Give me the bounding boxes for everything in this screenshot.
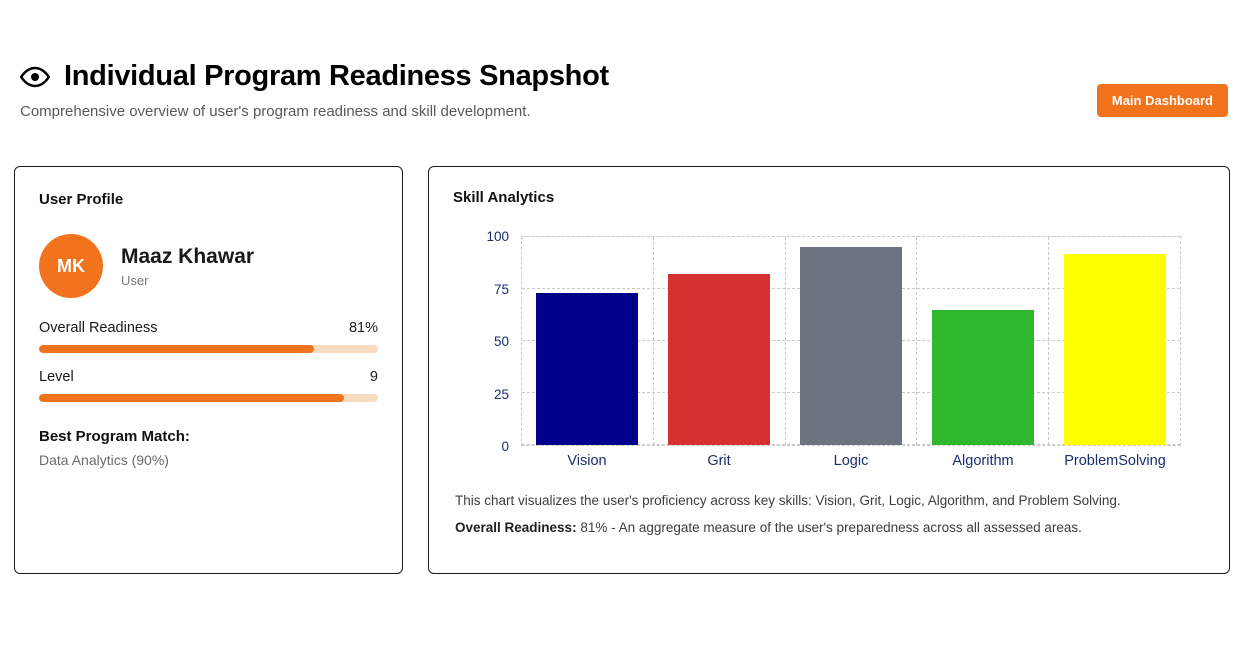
page-header: Individual Program Readiness Snapshot Co…	[20, 60, 609, 120]
profile-card-title: User Profile	[39, 191, 124, 208]
bar-slot	[786, 237, 918, 445]
analytics-card-title: Skill Analytics	[453, 189, 555, 206]
y-axis: 0 25 50 75 100	[477, 229, 521, 454]
bar-logic[interactable]	[799, 247, 902, 445]
y-tick-label: 25	[493, 386, 509, 402]
user-profile-card: User Profile MK Maaz Khawar User Overall…	[14, 166, 403, 574]
bar-slot	[522, 237, 654, 445]
overall-readiness-progress-fill	[39, 345, 314, 353]
x-tick-label: Logic	[833, 453, 869, 469]
skill-bar-chart: 0 25 50 75 100 Vision Grit Logic Algorithm Probl…	[477, 229, 1205, 469]
chart-readiness-note: Overall Readiness: 81% - An aggregate me…	[455, 520, 1205, 535]
level-label: Level	[39, 369, 74, 385]
y-tick-label: 0	[501, 439, 509, 454]
bar-problemsolving[interactable]	[1063, 253, 1166, 445]
user-role: User	[121, 272, 149, 288]
bar-grit[interactable]	[668, 274, 771, 445]
skill-analytics-card: Skill Analytics 0 25 50 75 100 Vision Grit Log…	[428, 166, 1230, 574]
best-program-match-value: Data Analytics (90%)	[39, 452, 169, 468]
bar-vision[interactable]	[536, 293, 639, 445]
y-tick-label: 75	[493, 281, 509, 297]
chart-readiness-rest: 81% - An aggregate measure of the user's…	[580, 520, 1082, 535]
best-program-match-label: Best Program Match:	[39, 428, 190, 445]
main-dashboard-button[interactable]: Main Dashboard	[1096, 84, 1228, 117]
x-tick-label: ProblemSolving	[1064, 453, 1166, 469]
gridline	[522, 236, 1180, 237]
level-progressbar	[39, 394, 378, 402]
level-value: 9	[369, 369, 378, 385]
x-tick-label: Algorithm	[952, 453, 1014, 469]
bar-plot	[521, 236, 1181, 446]
y-tick-label: 100	[486, 229, 509, 244]
overall-readiness-value: 81%	[348, 320, 378, 336]
chart-readiness-bold: Overall Readiness:	[455, 520, 577, 535]
chart-description: This chart visualizes the user's profici…	[455, 493, 1121, 508]
bar-slot	[1049, 237, 1180, 445]
overall-readiness-label: Overall Readiness	[39, 320, 158, 336]
y-tick-label: 50	[493, 334, 509, 349]
user-name: Maaz Khawar	[121, 244, 255, 268]
level-progress-fill	[39, 394, 345, 402]
page-subtitle: Comprehensive overview of user's program…	[20, 103, 531, 120]
bar-slot	[917, 237, 1050, 445]
x-tick-label: Grit	[707, 453, 731, 469]
page-title: Individual Program Readiness Snapshot	[64, 60, 609, 92]
bar-slot	[654, 237, 786, 445]
x-tick-label: Vision	[567, 453, 607, 469]
overall-readiness-progressbar	[39, 345, 378, 353]
eye-icon	[20, 62, 50, 92]
avatar: MK	[39, 234, 103, 298]
bar-algorithm[interactable]	[931, 309, 1034, 445]
x-axis: Vision Grit Logic Algorithm ProblemSolving	[521, 446, 1181, 469]
